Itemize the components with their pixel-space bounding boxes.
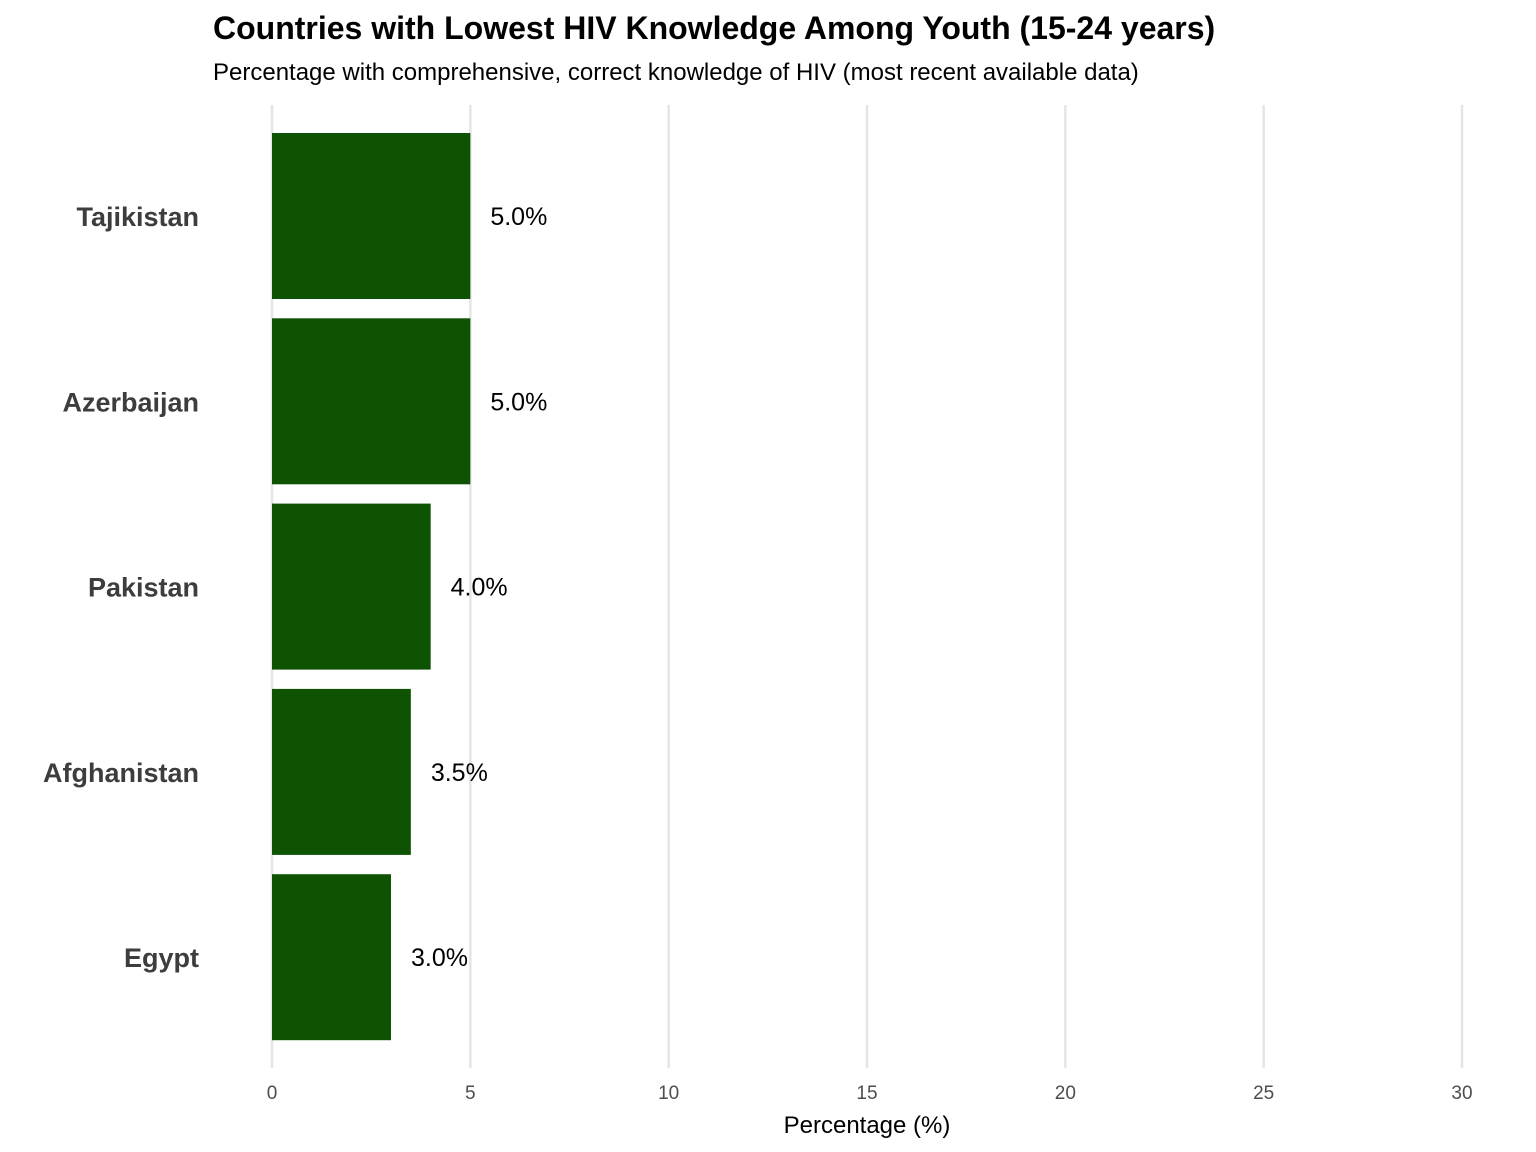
category-label: Pakistan [88,573,199,603]
bar [272,318,471,485]
x-tick-label: 30 [1451,1083,1472,1104]
data-label: 3.0% [411,944,468,972]
data-label: 4.0% [451,574,508,602]
chart-title: Countries with Lowest HIV Knowledge Amon… [213,10,1216,46]
category-label: Afghanistan [43,758,199,788]
x-tick-label: 0 [267,1083,278,1104]
x-tick-label: 15 [856,1083,877,1104]
category-label: Egypt [124,943,199,973]
bar [272,688,411,855]
x-tick-label: 20 [1055,1083,1076,1104]
x-tick-label: 25 [1253,1083,1274,1104]
x-tick-label: 5 [465,1083,476,1104]
chart-subtitle: Percentage with comprehensive, correct k… [213,59,1139,86]
data-label: 3.5% [431,759,488,787]
data-label: 5.0% [490,203,547,231]
category-labels: Tajikistan Azerbaijan Pakistan Afghanistan E… [43,202,199,973]
data-label: 5.0% [490,388,547,416]
bar [272,133,471,299]
value-labels: 5.0% 5.0% 4.0% 3.5% 3.0% [411,203,547,972]
bar [272,874,391,1041]
x-tick-labels: 0 5 10 15 20 25 30 [267,1083,1473,1104]
x-tick-label: 10 [658,1083,679,1104]
bars [272,133,471,1041]
category-label: Azerbaijan [62,387,199,417]
x-axis-title: Percentage (%) [784,1112,951,1139]
bar [272,503,431,670]
category-label: Tajikistan [76,202,199,232]
